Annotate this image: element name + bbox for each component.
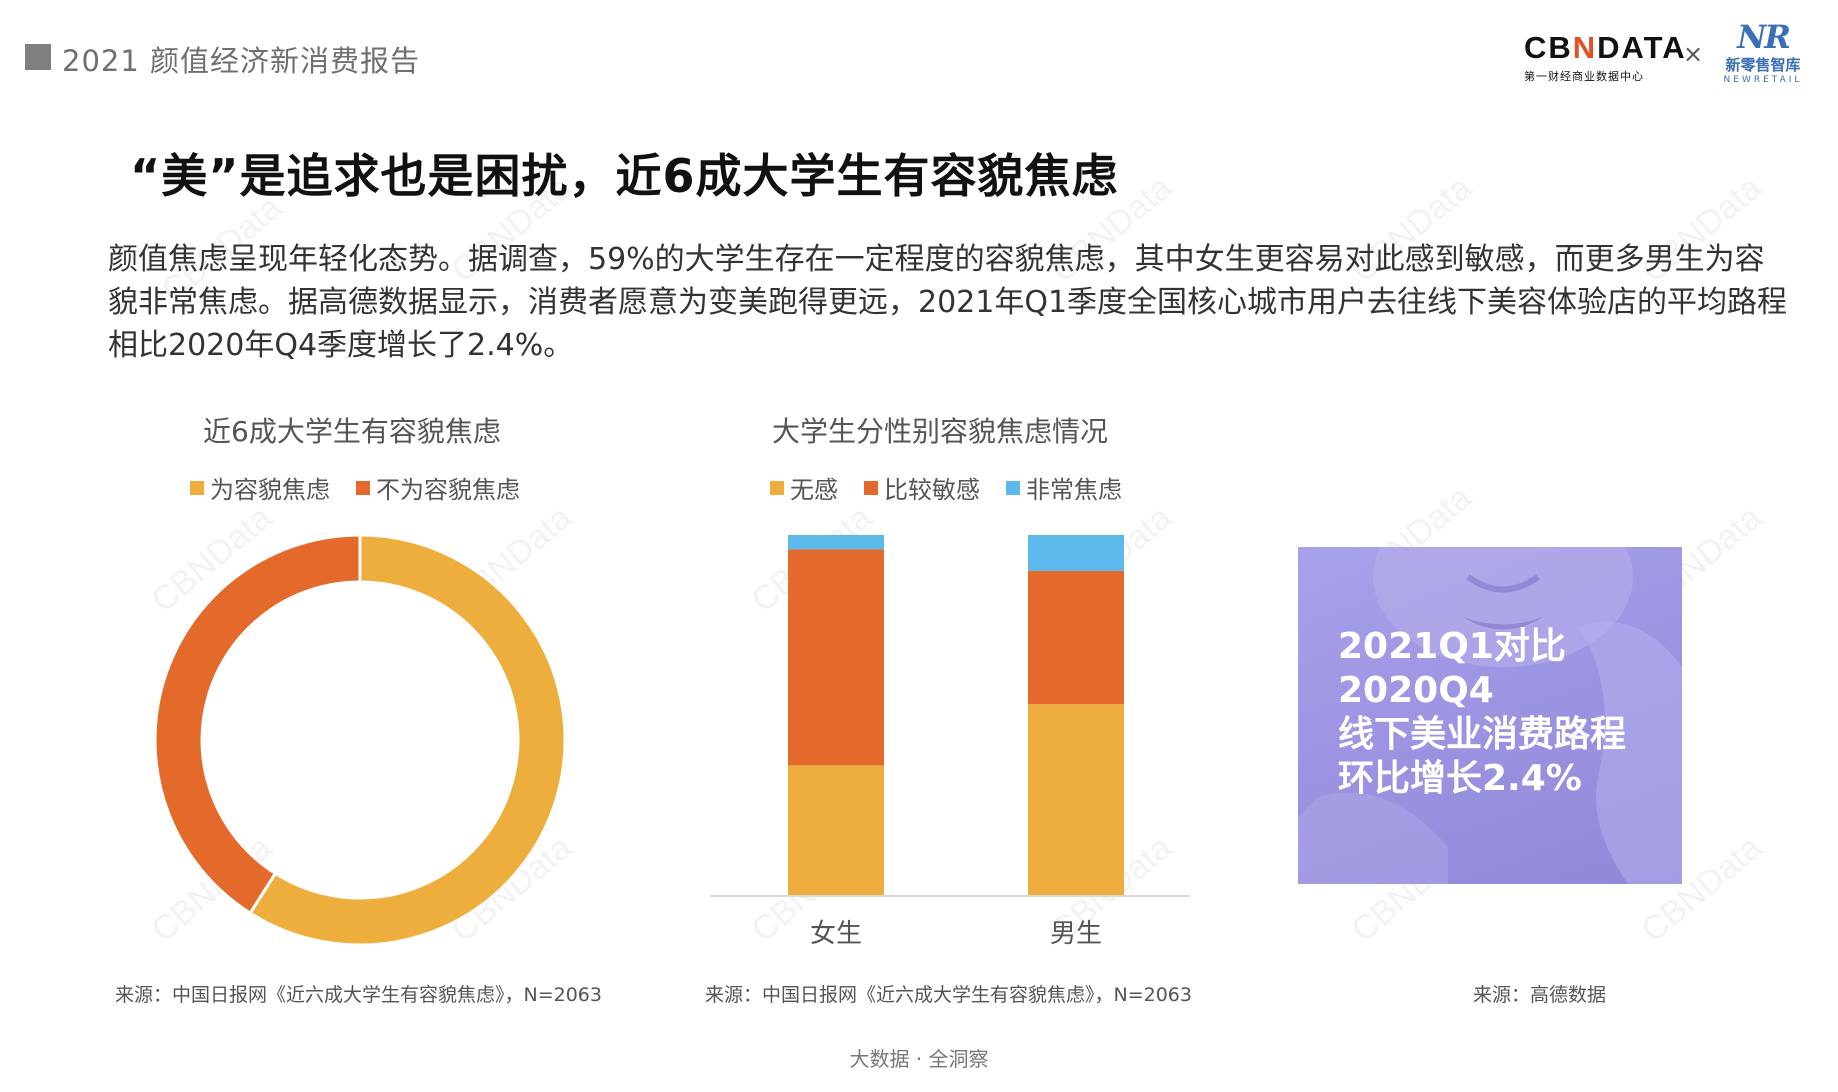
bar-segment-女生-比较敏感: [788, 549, 884, 766]
header-square-icon: [25, 44, 51, 70]
legend-item: 无感: [770, 470, 838, 505]
newretail-name: 新零售智库: [1725, 56, 1801, 74]
legend-label: 无感: [790, 476, 838, 504]
cbndata-subtitle: 第一财经商业数据中心: [1524, 70, 1644, 83]
donut-chart: [153, 533, 567, 947]
legend-item: 比较敏感: [864, 470, 980, 505]
donut-chart-title: 近6成大学生有容貌焦虑: [203, 415, 501, 448]
legend-label: 为容貌焦虑: [210, 476, 330, 504]
legend-label: 非常焦虑: [1026, 476, 1122, 504]
legend-item: 为容貌焦虑: [190, 470, 330, 505]
cbndata-logo: CBNDATA 第一财经商业数据中心: [1524, 30, 1687, 84]
legend-swatch-orange: [864, 480, 878, 495]
footer-slogan: 大数据 · 全洞察: [849, 1047, 989, 1071]
highlight-line: 2021Q1对比: [1338, 626, 1566, 667]
bar-segment-男生-无感: [1028, 704, 1124, 895]
times-icon: ×: [1683, 40, 1704, 68]
report-title: 2021 颜值经济新消费报告: [62, 44, 421, 78]
stacked-chart-title: 大学生分性别容貌焦虑情况: [772, 415, 1109, 448]
growth-highlight-text: 2021Q1对比 2020Q4 线下美业消费路程 环比增长2.4%: [1338, 625, 1626, 801]
newretail-mark: NR: [1737, 18, 1791, 56]
donut-slice-0: [248, 533, 567, 947]
page-title: “美”是追求也是困扰，近6成大学生有容貌焦虑: [130, 149, 1119, 203]
description-paragraph: 颜值焦虑呈现年轻化态势。据调查，59%的大学生存在一定程度的容貌焦虑，其中女生更…: [108, 242, 1788, 363]
chart3-source: 来源：高德数据: [1473, 984, 1607, 1006]
highlight-line: 环比增长2.4%: [1338, 758, 1582, 799]
newretail-english: NEWRETAIL: [1723, 75, 1803, 85]
highlight-line: 2020Q4: [1338, 670, 1494, 711]
legend-label: 不为容貌焦虑: [376, 476, 520, 504]
stacked-bar-chart: 女生 男生: [710, 535, 1190, 949]
chart1-source: 来源：中国日报网《近六成大学生有容貌焦虑》，N=2063: [115, 984, 602, 1006]
x-tick-label: 女生: [810, 919, 862, 949]
donut-slice-1: [153, 533, 362, 916]
legend-swatch-yellow: [770, 480, 784, 495]
highlight-line: 线下美业消费路程: [1338, 714, 1627, 755]
beauty-photo-panel: 2021Q1对比 2020Q4 线下美业消费路程 环比增长2.4%: [1298, 547, 1682, 884]
legend-label: 比较敏感: [884, 476, 980, 504]
chart2-source: 来源：中国日报网《近六成大学生有容貌焦虑》，N=2063: [705, 984, 1192, 1006]
bar-segment-男生-比较敏感: [1028, 571, 1124, 705]
stacked-legend: 无感 比较敏感 非常焦虑: [770, 470, 1122, 505]
cbndata-brand: CBNDATA: [1524, 30, 1687, 65]
face-silhouette: [1298, 547, 1682, 884]
legend-swatch-orange: [356, 480, 370, 495]
bar-segment-男生-非常焦虑: [1028, 535, 1124, 571]
legend-swatch-blue: [1006, 480, 1020, 495]
legend-item: 不为容貌焦虑: [356, 470, 520, 505]
newretail-logo: NR 新零售智库 NEWRETAIL: [1718, 18, 1808, 85]
legend-swatch-yellow: [190, 480, 204, 495]
donut-legend: 为容貌焦虑 不为容貌焦虑: [190, 470, 520, 505]
x-tick-label: 男生: [1050, 919, 1102, 949]
legend-item: 非常焦虑: [1006, 470, 1122, 505]
bar-segment-女生-无感: [788, 765, 884, 895]
bar-segment-女生-非常焦虑: [788, 535, 884, 550]
